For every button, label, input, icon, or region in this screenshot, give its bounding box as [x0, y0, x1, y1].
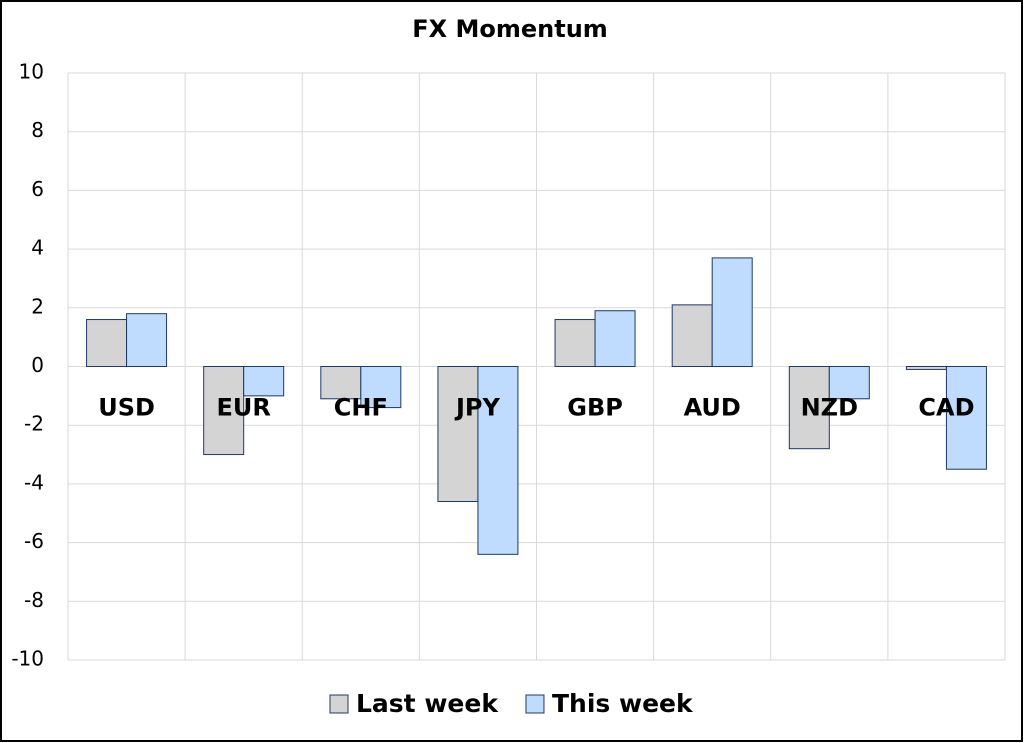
y-tick-label: 10 — [19, 60, 44, 84]
bar — [360, 366, 402, 409]
x-tick-label: EUR — [217, 394, 271, 422]
bar — [594, 310, 636, 367]
y-tick-label: -8 — [24, 588, 44, 612]
chart-title: FX Momentum — [412, 15, 608, 43]
y-tick-label: 6 — [31, 177, 44, 201]
bar — [86, 319, 128, 368]
bar — [905, 366, 947, 370]
bar — [788, 366, 830, 450]
bar — [477, 366, 519, 555]
bar — [671, 304, 713, 367]
x-tick-label: AUD — [684, 394, 741, 422]
y-tick-label: -2 — [24, 412, 44, 436]
legend-label: This week — [552, 689, 694, 718]
y-tick-label: 2 — [31, 294, 44, 318]
bar — [437, 366, 479, 503]
x-tick-label: NZD — [801, 394, 858, 422]
legend-swatch — [525, 694, 545, 714]
bar — [828, 366, 870, 400]
y-tick-label: 0 — [31, 353, 44, 377]
y-tick-label: 4 — [31, 236, 44, 260]
y-tick-label: -6 — [24, 529, 44, 553]
bar — [554, 319, 596, 368]
x-tick-label: USD — [98, 394, 155, 422]
bar — [945, 366, 987, 470]
legend-label: Last week — [356, 689, 499, 718]
x-tick-label: CAD — [918, 394, 974, 422]
x-tick-label: GBP — [567, 394, 623, 422]
bar — [243, 366, 285, 397]
bar — [203, 366, 245, 456]
y-tick-label: -10 — [11, 647, 44, 671]
bar — [711, 257, 753, 367]
bar — [126, 313, 168, 368]
y-tick-label: -4 — [24, 470, 44, 494]
x-tick-label: JPY — [454, 394, 501, 422]
bar — [320, 366, 362, 400]
x-tick-label: CHF — [334, 394, 388, 422]
y-tick-label: 8 — [31, 118, 44, 142]
legend-swatch — [329, 694, 349, 714]
